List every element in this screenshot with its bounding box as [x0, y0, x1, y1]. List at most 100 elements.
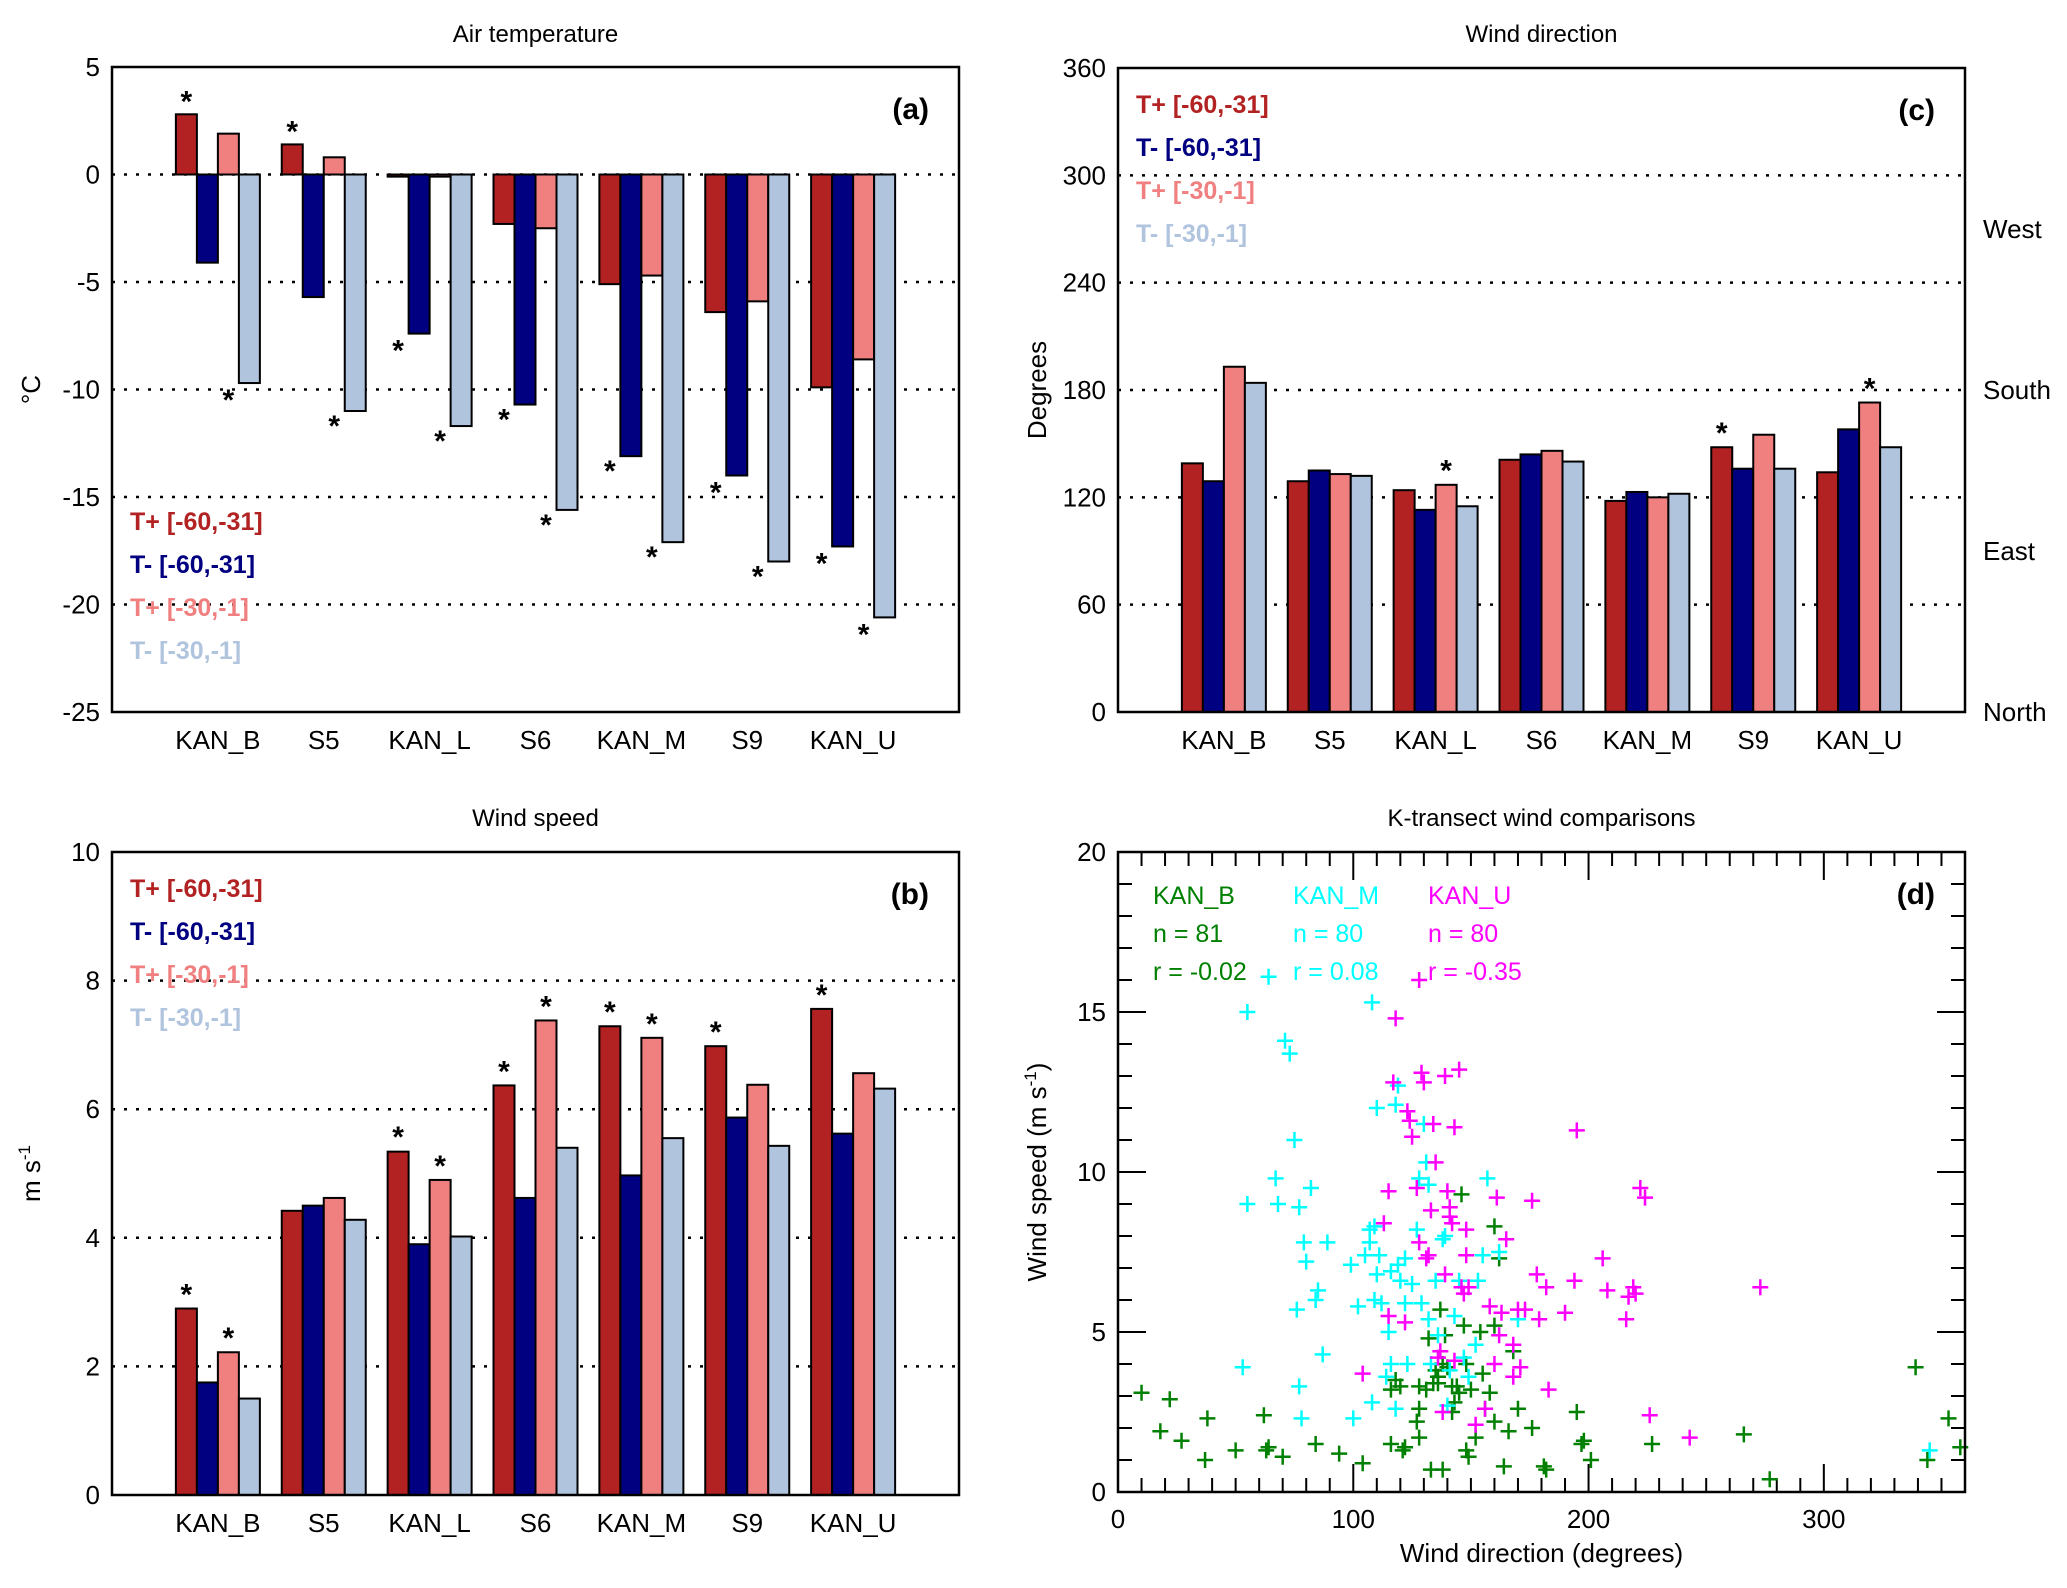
significance-marker: *	[434, 425, 446, 458]
significance-marker: *	[604, 455, 616, 488]
point-KAN_M	[1366, 1292, 1383, 1308]
bar-KAN_B-s0	[174, 113, 198, 176]
x-tick-label: KAN_U	[810, 1508, 897, 1538]
point-KAN_B	[1173, 1432, 1190, 1449]
legend-name: KAN_U	[1428, 882, 1511, 910]
point-KAN_M	[1269, 1196, 1286, 1212]
point-KAN_M	[1291, 1378, 1308, 1395]
y-tick-label: 300	[1063, 160, 1106, 190]
bar-S9-s1	[725, 1116, 749, 1496]
point-KAN_U	[1498, 1231, 1515, 1248]
y-tick-label: 5	[86, 52, 100, 82]
point-KAN_U	[1517, 1301, 1534, 1318]
bar-S9-s0	[1710, 446, 1734, 713]
legend-entry: T+ [-60,-31]	[130, 875, 263, 903]
x-tick-label: S9	[1737, 725, 1769, 755]
x-tick-label: KAN_B	[1181, 725, 1266, 755]
point-KAN_U	[1441, 1199, 1458, 1216]
point-KAN_M	[1286, 1132, 1303, 1148]
point-KAN_B	[1411, 1429, 1428, 1446]
y-axis-label-end: )	[1022, 1063, 1052, 1072]
point-KAN_B	[1274, 1448, 1291, 1465]
significance-marker: *	[498, 1055, 510, 1088]
point-KAN_U	[1528, 1266, 1545, 1283]
bar-S9-s3	[767, 173, 791, 563]
bar-KAN_L-s2	[1434, 483, 1458, 713]
point-KAN_B	[1919, 1452, 1936, 1468]
point-KAN_M	[1427, 1272, 1444, 1289]
bar-KAN_U-s1	[1837, 428, 1861, 713]
point-KAN_B	[1907, 1359, 1924, 1376]
point-KAN_U	[1413, 1064, 1430, 1081]
y-tick-label: -10	[62, 375, 100, 405]
bar-S6-s3	[1561, 460, 1585, 713]
point-KAN_B	[1486, 1317, 1503, 1334]
point-KAN_B	[1152, 1423, 1169, 1440]
bar-KAN_L-s0	[386, 173, 410, 178]
y-tick-label: 0	[1092, 1477, 1106, 1507]
point-KAN_B	[1420, 1330, 1437, 1347]
point-KAN_B	[1197, 1452, 1214, 1468]
point-KAN_B	[1582, 1452, 1599, 1468]
bar-S6-s1	[513, 1196, 537, 1496]
point-KAN_B	[1509, 1400, 1526, 1417]
chart-title: Air temperature	[453, 21, 618, 48]
point-KAN_M	[1397, 1250, 1414, 1267]
legend-entry: T- [-60,-31]	[1136, 134, 1261, 162]
point-KAN_M	[1302, 1180, 1319, 1196]
point-KAN_U	[1627, 1285, 1644, 1302]
significance-marker: *	[858, 618, 870, 651]
point-KAN_M	[1420, 1311, 1437, 1328]
point-KAN_M	[1364, 1394, 1381, 1411]
point-KAN_M	[1364, 994, 1381, 1011]
point-KAN_U	[1538, 1279, 1555, 1296]
significance-marker: *	[434, 1150, 446, 1183]
point-KAN_U	[1411, 1234, 1428, 1251]
point-KAN_M	[1411, 1170, 1428, 1187]
bar-KAN_U-s2	[1858, 401, 1882, 713]
point-KAN_M	[1404, 1276, 1421, 1292]
panel-label: (a)	[892, 93, 929, 126]
point-KAN_B	[1260, 1439, 1277, 1456]
point-KAN_U	[1375, 1215, 1392, 1232]
bar-S5-s1	[301, 173, 325, 299]
point-KAN_U	[1752, 1279, 1769, 1296]
y-tick-label: 120	[1063, 482, 1106, 512]
point-KAN_M	[1420, 1176, 1437, 1193]
legend-n: n = 81	[1153, 920, 1223, 948]
point-KAN_B	[1575, 1432, 1592, 1449]
y-axis-label-sup: -1	[15, 1145, 34, 1160]
point-KAN_B	[1568, 1404, 1585, 1420]
bar-S5-s2	[322, 156, 346, 176]
x-tick-label: 100	[1332, 1504, 1375, 1534]
bar-KAN_B-s3	[237, 1397, 261, 1497]
legend-entry: T- [-30,-1]	[1136, 220, 1247, 248]
bar-KAN_U-s2	[852, 173, 876, 361]
point-KAN_B	[1486, 1218, 1503, 1235]
point-KAN_U	[1568, 1122, 1585, 1139]
bar-KAN_U-s2	[852, 1072, 876, 1497]
bar-KAN_L-s1	[1413, 508, 1437, 713]
bar-KAN_M-s0	[598, 173, 622, 286]
plot-frame	[1116, 66, 1967, 714]
y-tick-label: 0	[86, 160, 100, 190]
bar-S5-s3	[343, 173, 367, 412]
legend-n: n = 80	[1293, 920, 1363, 948]
bar-S9-s3	[767, 1144, 791, 1496]
point-KAN_M	[1399, 1356, 1416, 1372]
point-KAN_M	[1921, 1442, 1938, 1459]
point-KAN_M	[1260, 968, 1277, 985]
point-KAN_U	[1618, 1311, 1635, 1328]
bar-KAN_B-s3	[237, 173, 261, 385]
point-KAN_U	[1418, 1250, 1435, 1267]
x-axis-label: Wind direction (degrees)	[1400, 1538, 1683, 1568]
point-KAN_B	[1524, 1420, 1541, 1436]
legend-entry: T+ [-30,-1]	[130, 961, 249, 989]
legend-name: KAN_B	[1153, 882, 1235, 910]
point-KAN_U	[1460, 1279, 1477, 1296]
point-KAN_B	[1394, 1442, 1411, 1459]
y-tick-label: 2	[86, 1351, 100, 1381]
significance-marker: *	[223, 1322, 235, 1355]
point-KAN_M	[1307, 1292, 1324, 1308]
